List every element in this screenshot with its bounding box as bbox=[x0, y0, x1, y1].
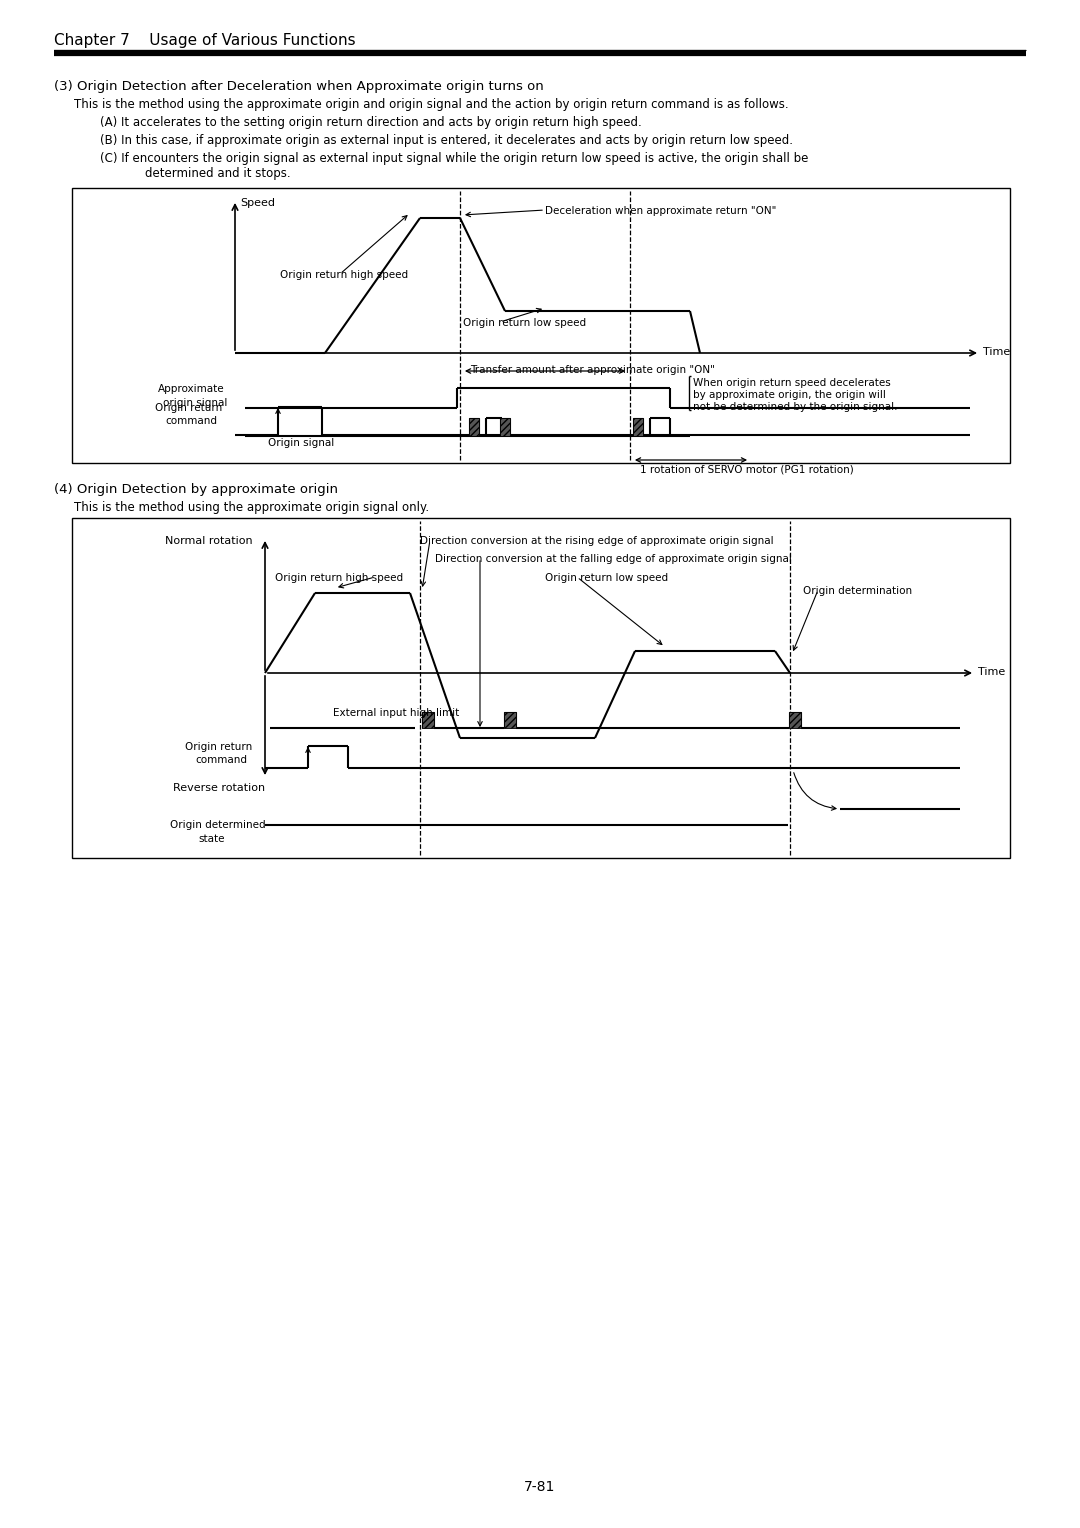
Bar bbox=[504, 712, 516, 727]
Text: (3) Origin Detection after Deceleration when Approximate origin turns on: (3) Origin Detection after Deceleration … bbox=[54, 79, 543, 93]
Text: When origin return speed decelerates: When origin return speed decelerates bbox=[693, 377, 891, 388]
Text: 7-81: 7-81 bbox=[524, 1481, 556, 1494]
Text: (A) It accelerates to the setting origin return direction and acts by origin ret: (A) It accelerates to the setting origin… bbox=[100, 116, 642, 128]
Text: Direction conversion at the rising edge of approximate origin signal: Direction conversion at the rising edge … bbox=[420, 536, 773, 545]
Text: (4) Origin Detection by approximate origin: (4) Origin Detection by approximate orig… bbox=[54, 483, 338, 497]
Text: Origin return low speed: Origin return low speed bbox=[545, 573, 669, 584]
Text: (C) If encounters the origin signal as external input signal while the origin re: (C) If encounters the origin signal as e… bbox=[100, 151, 808, 165]
Text: not be determined by the origin signal.: not be determined by the origin signal. bbox=[693, 402, 897, 413]
Text: This is the method using the approximate origin and origin signal and the action: This is the method using the approximate… bbox=[75, 98, 788, 112]
Bar bbox=[633, 419, 643, 435]
Text: Origin signal: Origin signal bbox=[268, 439, 334, 448]
Text: 1 rotation of SERVO motor (PG1 rotation): 1 rotation of SERVO motor (PG1 rotation) bbox=[640, 465, 854, 474]
Text: by approximate origin, the origin will: by approximate origin, the origin will bbox=[693, 390, 886, 400]
Text: Reverse rotation: Reverse rotation bbox=[173, 782, 265, 793]
Bar bbox=[500, 419, 510, 435]
Text: Direction conversion at the falling edge of approximate origin signal: Direction conversion at the falling edge… bbox=[435, 555, 792, 564]
Text: determined and it stops.: determined and it stops. bbox=[114, 167, 291, 180]
Text: state: state bbox=[198, 834, 225, 843]
Bar bbox=[789, 712, 801, 727]
Text: Origin return high speed: Origin return high speed bbox=[275, 573, 403, 584]
Text: Speed: Speed bbox=[240, 199, 275, 208]
Text: Origin return: Origin return bbox=[156, 403, 222, 413]
Text: Normal rotation: Normal rotation bbox=[165, 536, 253, 545]
Text: Time: Time bbox=[978, 668, 1005, 677]
Text: Origin determined: Origin determined bbox=[170, 821, 266, 830]
Text: origin signal: origin signal bbox=[163, 397, 228, 408]
Bar bbox=[422, 712, 434, 727]
Text: Time: Time bbox=[983, 347, 1010, 358]
Text: Approximate: Approximate bbox=[158, 384, 225, 394]
Text: (B) In this case, if approximate origin as external input is entered, it deceler: (B) In this case, if approximate origin … bbox=[100, 134, 793, 147]
Text: Origin return: Origin return bbox=[185, 743, 253, 752]
Text: Origin determination: Origin determination bbox=[804, 587, 913, 596]
Bar bbox=[72, 518, 1010, 859]
Text: Origin return high speed: Origin return high speed bbox=[280, 270, 408, 280]
Text: Transfer amount after approximate origin "ON": Transfer amount after approximate origin… bbox=[470, 365, 715, 374]
Text: This is the method using the approximate origin signal only.: This is the method using the approximate… bbox=[75, 501, 429, 513]
Text: command: command bbox=[165, 416, 217, 426]
Bar bbox=[72, 188, 1010, 463]
Text: External input high limit: External input high limit bbox=[333, 707, 459, 718]
Text: Chapter 7    Usage of Various Functions: Chapter 7 Usage of Various Functions bbox=[54, 34, 355, 47]
Bar bbox=[469, 419, 480, 435]
Text: command: command bbox=[195, 755, 247, 766]
Text: Origin return low speed: Origin return low speed bbox=[463, 318, 586, 329]
Text: Deceleration when approximate return "ON": Deceleration when approximate return "ON… bbox=[545, 206, 777, 215]
